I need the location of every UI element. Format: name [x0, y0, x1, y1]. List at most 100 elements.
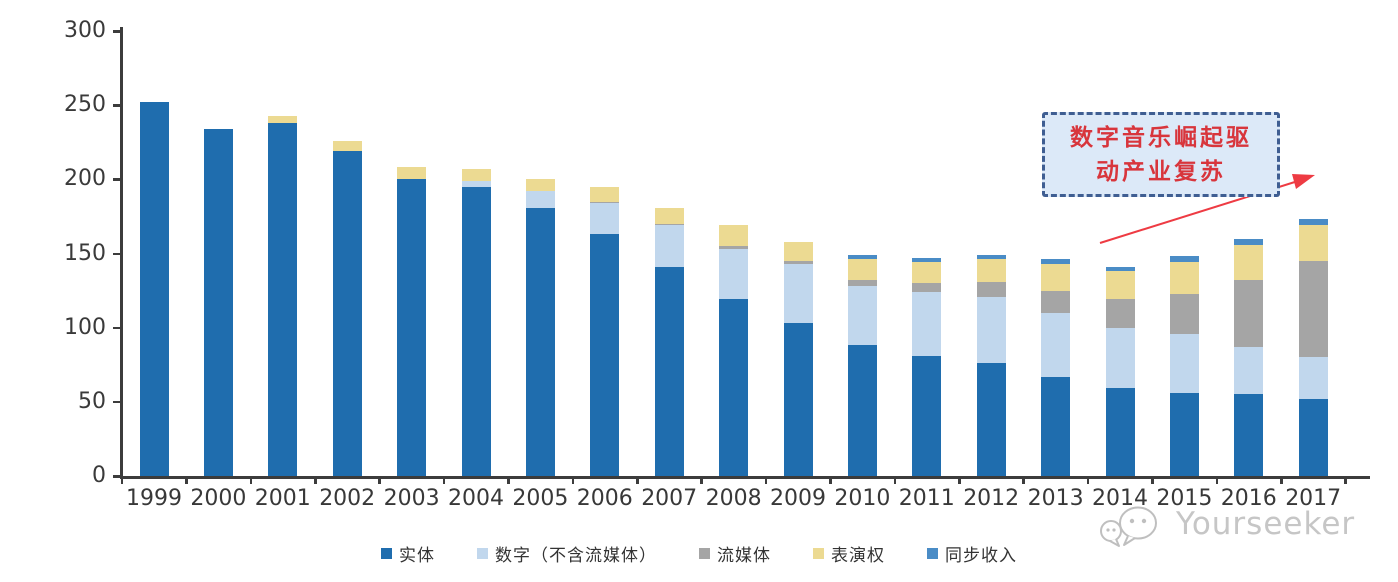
bar-segment-2007	[654, 207, 684, 224]
bar-segment-2010	[847, 254, 877, 260]
legend-label: 数字（不含流媒体）	[495, 546, 657, 566]
legend-item: 数字（不含流媒体）	[477, 541, 657, 566]
x-tick-mark	[571, 476, 575, 484]
x-axis-label: 2011	[898, 486, 955, 511]
legend-swatch-icon	[813, 548, 824, 559]
x-axis-label: 2012	[963, 486, 1020, 511]
bar-segment-2011	[912, 355, 942, 476]
y-tick-label: 150	[64, 240, 106, 266]
y-tick-mark	[113, 400, 121, 404]
y-tick-label: 100	[64, 314, 106, 340]
bar-segment-2016	[1234, 238, 1264, 245]
bar-segment-2005	[525, 179, 555, 192]
x-axis-label: 2002	[319, 486, 376, 511]
bar-segment-2011	[912, 283, 942, 293]
x-axis-label: 2004	[448, 486, 504, 511]
x-tick-mark	[636, 476, 639, 484]
x-tick-mark	[1022, 476, 1025, 484]
y-tick-label: 0	[92, 463, 106, 488]
bar-segment-2017	[1298, 225, 1328, 261]
bar-segment-2012	[976, 281, 1006, 297]
bar-segment-2014	[1105, 388, 1135, 476]
y-tick-mark	[113, 104, 121, 107]
legend-swatch-icon	[927, 548, 938, 559]
x-tick-mark	[507, 476, 510, 484]
x-axis-label: 2005	[512, 486, 569, 511]
bar-segment-2009	[783, 263, 813, 324]
bar-segment-2000	[203, 128, 233, 476]
bar-segment-2013	[1041, 376, 1071, 476]
bar-segment-2014	[1105, 327, 1135, 389]
x-tick-mark	[1280, 476, 1283, 484]
bar-segment-2007	[654, 266, 684, 476]
bar-segment-2003	[397, 179, 427, 476]
x-axis-label: 2003	[383, 486, 440, 511]
bar-segment-2012	[976, 296, 1006, 364]
bar-segment-2017	[1298, 398, 1328, 476]
x-tick-mark	[442, 476, 446, 484]
x-axis-label: 1999	[126, 486, 182, 511]
y-tick-mark	[113, 30, 121, 33]
bar-segment-2001	[268, 122, 298, 476]
x-tick-mark	[1344, 476, 1347, 484]
bar-segment-2002	[332, 140, 362, 152]
x-axis-label: 2013	[1027, 486, 1084, 511]
bar-segment-2012	[976, 363, 1006, 476]
bar-segment-2015	[1169, 333, 1199, 393]
bar-segment-2004	[461, 168, 491, 181]
y-tick-mark	[113, 252, 121, 255]
x-tick-mark	[378, 476, 381, 484]
legend-swatch-icon	[381, 548, 392, 559]
y-tick-label: 250	[64, 92, 106, 118]
bar-segment-2017	[1298, 357, 1328, 399]
legend-item: 表演权	[813, 541, 885, 566]
annotation-box: 数字音乐崛起驱 动产业复苏	[1042, 112, 1280, 197]
x-axis-label: 2016	[1220, 486, 1277, 511]
bar-segment-2013	[1041, 263, 1071, 291]
bar-segment-2013	[1041, 312, 1071, 377]
legend-label: 实体	[399, 546, 435, 566]
x-tick-mark	[893, 476, 897, 484]
legend-item: 流媒体	[699, 541, 771, 566]
y-tick-mark	[113, 326, 121, 330]
bar-segment-2006	[590, 201, 620, 204]
bar-segment-2002	[332, 151, 362, 476]
x-axis-label: 2008	[705, 486, 762, 511]
bar-segment-2004	[461, 186, 491, 476]
bar-segment-2017	[1298, 260, 1328, 358]
bar-segment-2004	[461, 180, 491, 187]
bar-segment-2014	[1105, 299, 1135, 328]
x-tick-mark	[185, 476, 188, 484]
x-axis-label: 2000	[190, 486, 247, 511]
bar-segment-2008	[719, 225, 749, 247]
watermark: Yourseeker	[1098, 501, 1355, 553]
bar-segment-2008	[719, 299, 749, 476]
legend-label: 表演权	[831, 546, 885, 566]
x-tick-mark	[700, 476, 703, 484]
bar-segment-2009	[783, 260, 813, 264]
bar-segment-2006	[590, 186, 620, 202]
bar-segment-2016	[1234, 346, 1264, 395]
bar-segment-2008	[719, 249, 749, 300]
x-axis-label: 2009	[770, 486, 826, 511]
bar-segment-2010	[847, 280, 877, 287]
bar-segment-2014	[1105, 271, 1135, 300]
y-tick-label: 50	[78, 388, 106, 414]
bar-segment-2016	[1234, 244, 1264, 281]
annotation-text-line2: 动产业复苏	[1096, 158, 1226, 185]
bar-segment-2010	[847, 286, 877, 346]
bar-segment-2009	[783, 323, 813, 476]
bar-segment-2012	[976, 259, 1006, 282]
bar-segment-2008	[719, 246, 749, 250]
bar-segment-2013	[1041, 290, 1071, 313]
legend-label: 同步收入	[945, 546, 1017, 566]
x-axis-label: 2001	[254, 486, 311, 511]
bar-segment-2015	[1169, 262, 1199, 294]
x-axis-label: 2006	[576, 486, 633, 511]
bar-segment-2005	[525, 191, 555, 208]
x-tick-mark	[829, 476, 832, 484]
bar-segment-2011	[912, 292, 942, 356]
bar-segment-2003	[397, 167, 427, 180]
legend-item: 实体	[381, 541, 435, 566]
